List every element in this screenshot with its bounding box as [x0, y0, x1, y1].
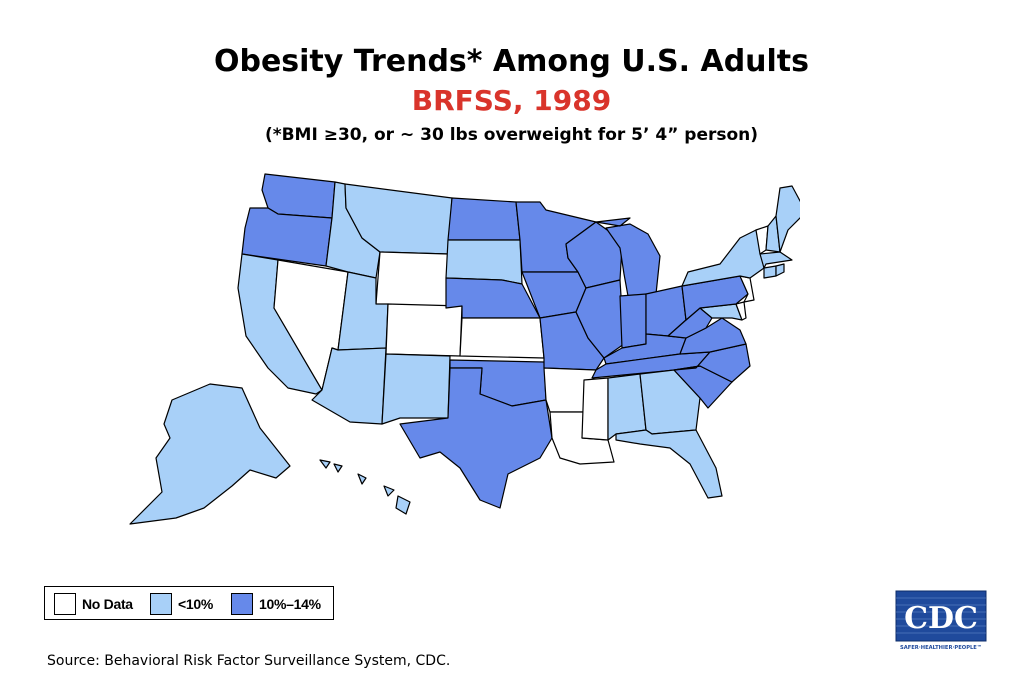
legend-label: 10%–14% — [259, 596, 321, 612]
legend-item-under-10: <10% — [150, 591, 213, 617]
state-IN — [619, 293, 647, 349]
state-SD — [445, 239, 523, 285]
page-subtitle: BRFSS, 1989 — [411, 84, 612, 117]
state-WY — [375, 251, 449, 309]
state-ND — [447, 197, 521, 241]
cdc-logo-tagline: SAFER·HEALTHIER·PEOPLE™ — [900, 645, 982, 651]
legend-item-no-data: No Data — [54, 591, 133, 617]
legend-label: No Data — [82, 596, 133, 612]
legend-label: <10% — [178, 596, 213, 612]
state-ME — [775, 185, 800, 253]
state-RI — [775, 263, 785, 277]
state-NM — [381, 353, 451, 425]
state-HI — [319, 459, 411, 515]
state-MA — [759, 251, 793, 269]
state-CT — [763, 265, 777, 279]
state-NY — [681, 229, 765, 287]
us-choropleth-map — [129, 173, 800, 525]
state-KS — [459, 317, 545, 359]
state-MS — [581, 377, 609, 441]
state-DE — [735, 301, 747, 321]
cdc-logo-text: CDC — [904, 601, 978, 636]
map-legend: No Data <10% 10%–14% — [44, 586, 334, 620]
state-TX — [399, 367, 553, 509]
state-AK — [129, 383, 291, 525]
page-title: Obesity Trends* Among U.S. Adults — [213, 44, 810, 79]
bmi-footnote: (*BMI ≥30, or ~ 30 lbs overweight for 5’… — [264, 125, 759, 145]
legend-swatch-under-10 — [150, 593, 172, 615]
legend-swatch-10-14 — [231, 593, 253, 615]
state-FL — [615, 429, 723, 499]
legend-swatch-no-data — [54, 593, 76, 615]
legend-item-10-14: 10%–14% — [231, 591, 321, 617]
cdc-logo: CDC SAFER·HEALTHIER·PEOPLE™ — [895, 590, 987, 651]
source-note: Source: Behavioral Risk Factor Surveilla… — [47, 653, 451, 669]
state-CO — [385, 303, 463, 357]
state-AL — [607, 373, 647, 441]
